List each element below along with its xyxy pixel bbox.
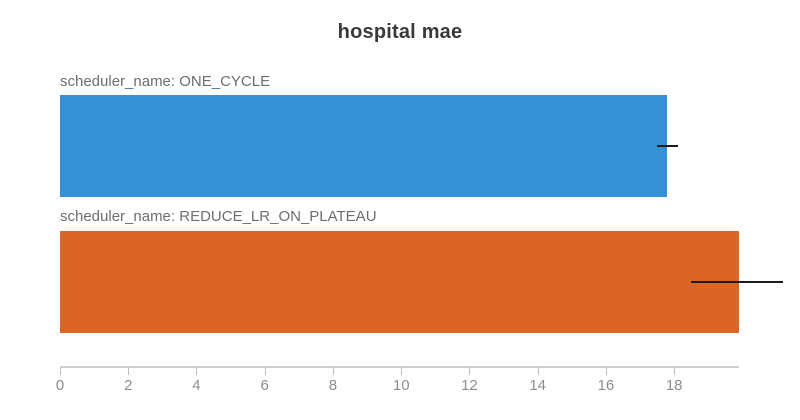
x-tick-mark — [60, 367, 61, 375]
x-tick-label: 0 — [55, 377, 65, 394]
chart-title: hospital mae — [337, 21, 463, 43]
x-tick-label: 10 — [392, 377, 410, 394]
bar-reduce-lr-on-plateau — [60, 231, 739, 333]
bar-label-reduce-lr-on-plateau: scheduler_name: REDUCE_LR_ON_PLATEAU — [60, 208, 377, 225]
x-tick-label: 8 — [328, 377, 338, 394]
x-tick-label: 16 — [597, 377, 615, 394]
error-bar-reduce-lr-on-plateau — [691, 281, 784, 283]
x-tick-mark — [401, 367, 403, 375]
x-axis-line — [60, 366, 739, 368]
x-tick-mark — [469, 367, 471, 375]
error-bar-one-cycle — [657, 145, 678, 147]
x-tick-label: 12 — [461, 377, 478, 394]
x-tick-label: 18 — [665, 377, 683, 394]
plot-area: scheduler_name: ONE_CYCLE scheduler_name:… — [56, 0, 784, 420]
x-tick-mark — [537, 367, 539, 375]
bar-one-cycle — [60, 95, 668, 197]
x-tick-mark — [264, 367, 266, 375]
x-tick-mark — [196, 367, 198, 375]
x-tick-mark — [605, 367, 607, 375]
x-tick-label: 4 — [192, 377, 201, 394]
x-tick-mark — [128, 367, 130, 375]
bar-label-one-cycle: scheduler_name: ONE_CYCLE — [60, 73, 271, 90]
x-tick-mark — [674, 367, 676, 375]
x-tick-label: 14 — [529, 377, 547, 394]
x-tick-mark — [332, 367, 334, 375]
x-tick-label: 2 — [124, 377, 133, 394]
x-tick-label: 6 — [260, 377, 269, 394]
